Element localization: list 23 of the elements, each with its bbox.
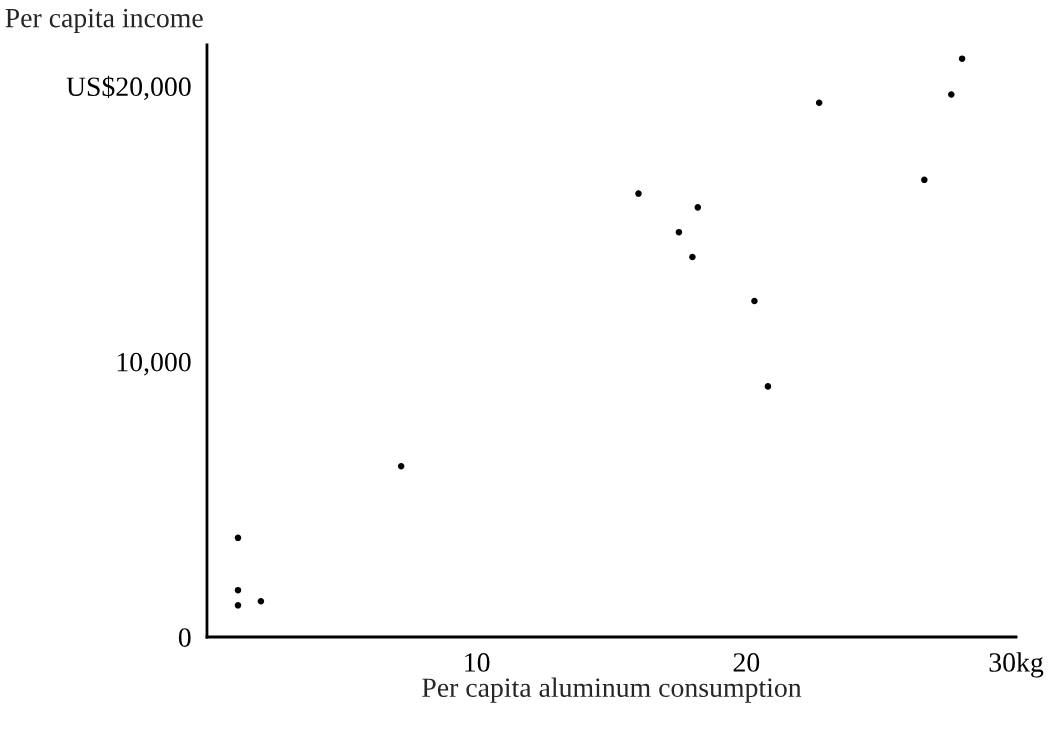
point <box>234 602 242 609</box>
point <box>694 204 702 211</box>
point <box>948 91 955 98</box>
y-axis-title: Per capita income <box>5 8 203 34</box>
point <box>689 253 696 261</box>
point <box>234 534 242 542</box>
point <box>958 55 966 62</box>
point <box>675 228 683 236</box>
y-tick-label: 10,000 <box>117 352 191 376</box>
x-tick-label: 20 <box>733 653 760 672</box>
y-tick-label: US$20,000 <box>66 75 191 101</box>
point <box>635 190 642 197</box>
point <box>234 586 242 594</box>
point <box>921 176 928 184</box>
y-tick-label: 0 <box>178 628 191 647</box>
point <box>397 462 405 470</box>
x-axis-title: Per capita aluminum consumption <box>422 677 802 703</box>
x-tick-label: 10 <box>465 653 490 672</box>
point <box>257 597 265 605</box>
point <box>815 99 823 106</box>
point <box>764 383 772 390</box>
point <box>751 297 758 305</box>
x-tick-label: 30kg <box>989 652 1044 678</box>
